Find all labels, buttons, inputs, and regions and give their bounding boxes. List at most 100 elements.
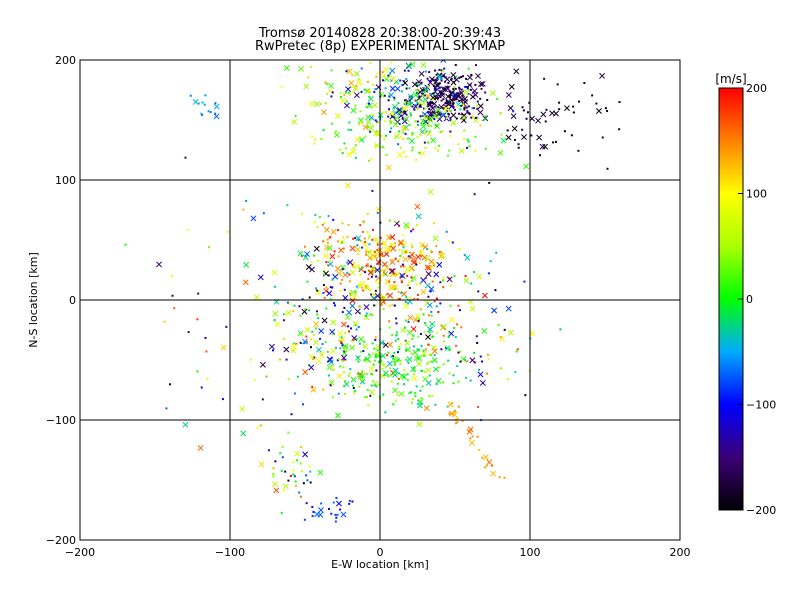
data-point-dot: [415, 159, 418, 162]
data-point-cross: [362, 343, 369, 350]
data-point-dot: [458, 86, 461, 89]
data-point-cross: [156, 261, 162, 268]
data-point-cross: [359, 372, 366, 379]
data-point-cross: [408, 265, 415, 272]
colorbar-tick-label: −200: [746, 504, 776, 517]
data-point-dot: [606, 110, 609, 113]
data-point-dot: [225, 325, 228, 328]
data-point-dot: [388, 95, 391, 98]
data-point-dot: [416, 107, 419, 110]
data-point-cross: [327, 356, 334, 363]
data-point-dot: [426, 362, 429, 365]
data-point-dot: [469, 437, 472, 440]
data-point-dot: [451, 102, 454, 105]
data-point-cross: [417, 89, 424, 96]
data-point-dot: [380, 303, 383, 306]
data-point-dot: [420, 397, 423, 400]
data-point-dot: [422, 94, 425, 97]
data-point-dot: [417, 90, 420, 93]
data-point-dot: [419, 103, 422, 106]
data-point-dot: [353, 262, 356, 265]
data-point-cross: [271, 269, 278, 276]
data-point-dot: [466, 138, 469, 141]
data-point-cross: [401, 241, 408, 248]
data-point-cross: [425, 334, 431, 341]
data-point-dot: [416, 136, 419, 139]
data-point-dot: [282, 319, 285, 322]
data-point-cross: [320, 109, 327, 116]
data-point-dot: [285, 358, 288, 361]
data-point-cross: [482, 454, 489, 461]
data-point-dot: [336, 229, 339, 232]
data-point-dot: [322, 240, 325, 243]
data-point-cross: [415, 213, 422, 220]
data-point-dot: [449, 96, 452, 99]
data-point-dot: [400, 281, 403, 284]
data-point-cross: [446, 276, 453, 283]
data-point-cross: [291, 118, 298, 125]
data-point-dot: [414, 126, 417, 129]
data-point-dot: [378, 383, 381, 386]
data-point-dot: [357, 326, 360, 329]
data-point-dot: [329, 297, 332, 300]
data-point-dot: [346, 261, 349, 264]
data-point-cross: [477, 103, 484, 110]
data-point-dot: [461, 113, 464, 116]
data-point-dot: [474, 64, 477, 67]
data-point-dot: [346, 271, 349, 274]
data-point-dot: [583, 81, 586, 84]
data-point-dot: [381, 367, 384, 370]
data-point-dot: [311, 385, 314, 388]
data-point-dot: [383, 94, 386, 97]
data-point-cross: [291, 344, 298, 350]
data-point-dot: [364, 360, 367, 363]
data-point-dot: [410, 252, 413, 255]
data-point-dot: [329, 286, 332, 289]
data-point-dot: [411, 133, 414, 136]
data-point-dot: [476, 341, 479, 344]
data-point-dot: [443, 67, 446, 70]
data-point-dot: [413, 297, 416, 300]
data-point-dot: [459, 360, 462, 363]
data-point-dot: [371, 238, 374, 241]
data-point-dot: [396, 382, 399, 385]
data-point-dot: [428, 71, 431, 74]
data-point-dot: [358, 267, 361, 270]
data-point-dot: [376, 211, 379, 214]
data-point-dot: [351, 384, 354, 387]
data-point-dot: [303, 342, 306, 345]
y-tick-label: 200: [55, 54, 76, 67]
data-point-dot: [405, 296, 408, 299]
data-point-dot: [433, 87, 436, 90]
data-point-cross: [455, 93, 461, 100]
data-point-dot: [440, 69, 443, 72]
data-point-dot: [405, 155, 408, 158]
data-point-dot: [359, 273, 362, 276]
data-point-dot: [446, 405, 449, 408]
data-point-dot: [371, 83, 374, 86]
data-point-cross: [343, 102, 350, 109]
data-point-dot: [371, 342, 374, 345]
data-point-dot: [474, 149, 477, 152]
data-point-dot: [601, 136, 604, 139]
data-point-cross: [499, 336, 506, 342]
data-point-dot: [403, 102, 406, 105]
data-point-dot: [456, 421, 459, 424]
data-point-dot: [292, 461, 295, 464]
data-point-dot: [498, 476, 501, 479]
data-point-dot: [300, 470, 303, 473]
data-point-cross: [308, 100, 315, 107]
data-point-cross: [418, 70, 425, 77]
data-point-cross: [372, 380, 379, 387]
data-point-dot: [461, 75, 464, 78]
data-point-dot: [368, 235, 371, 238]
data-point-cross: [349, 302, 356, 309]
data-point-dot: [352, 146, 355, 149]
data-point-dot: [411, 146, 414, 149]
data-point-cross: [500, 137, 507, 144]
data-point-dot: [388, 320, 391, 323]
data-point-cross: [315, 346, 322, 353]
data-point-dot: [430, 265, 433, 268]
data-point-dot: [483, 118, 486, 121]
data-point-cross: [422, 86, 429, 93]
